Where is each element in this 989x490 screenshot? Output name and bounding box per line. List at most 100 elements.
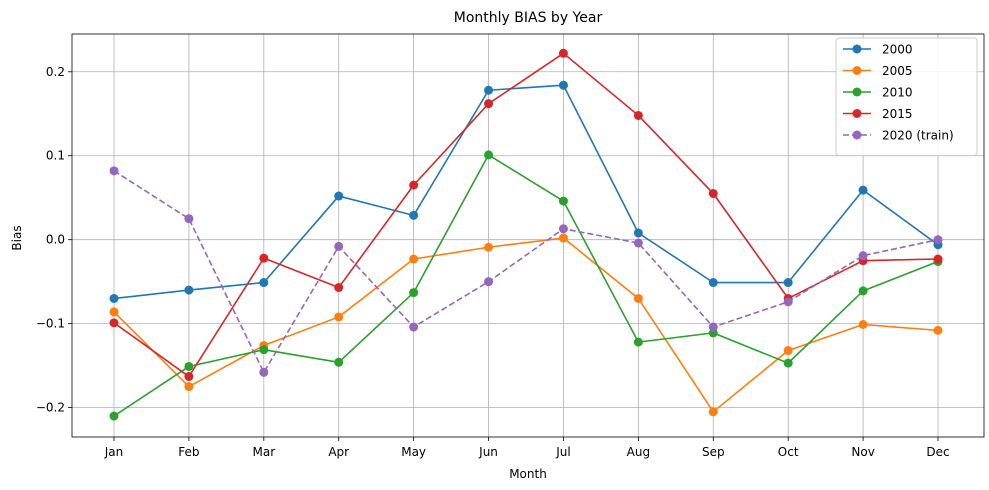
legend-label: 2020 (train) bbox=[882, 129, 954, 143]
data-point bbox=[708, 278, 718, 288]
data-point bbox=[334, 191, 344, 201]
data-point bbox=[184, 361, 194, 371]
series-2000 bbox=[109, 80, 943, 303]
grid bbox=[72, 34, 984, 437]
legend-label: 2010 bbox=[882, 86, 913, 100]
legend-label: 2005 bbox=[882, 64, 913, 78]
x-tick-label: Nov bbox=[851, 445, 874, 459]
x-tick-label: Jun bbox=[478, 445, 498, 459]
x-tick-label: Apr bbox=[328, 445, 349, 459]
legend-item: 2020 (train) bbox=[843, 129, 954, 143]
series-line bbox=[113, 84, 939, 300]
data-point bbox=[783, 346, 793, 356]
y-tick-label: −0.2 bbox=[36, 401, 65, 415]
data-point bbox=[708, 322, 718, 332]
x-axis-label: Month bbox=[509, 467, 547, 481]
data-point bbox=[708, 189, 718, 199]
data-point bbox=[633, 238, 643, 248]
chart-title: Monthly BIAS by Year bbox=[454, 10, 603, 26]
x-tick-label: Dec bbox=[926, 445, 949, 459]
data-point bbox=[484, 85, 494, 95]
data-point bbox=[259, 345, 269, 355]
legend-marker bbox=[852, 109, 862, 118]
data-point bbox=[858, 185, 868, 195]
data-point bbox=[184, 372, 194, 382]
legend-label: 2000 bbox=[882, 43, 913, 57]
legend-item: 2000 bbox=[843, 43, 913, 57]
y-tick-label: −0.1 bbox=[36, 317, 65, 331]
x-tick-label: May bbox=[401, 445, 426, 459]
data-point bbox=[558, 48, 568, 58]
data-point bbox=[409, 322, 419, 332]
data-point bbox=[783, 297, 793, 307]
data-point bbox=[259, 278, 269, 288]
data-point bbox=[783, 278, 793, 288]
data-point bbox=[484, 277, 494, 287]
series-layer bbox=[109, 48, 943, 421]
data-point bbox=[334, 241, 344, 251]
legend-box bbox=[835, 37, 978, 156]
data-point bbox=[558, 233, 568, 243]
data-point bbox=[109, 411, 119, 421]
legend-marker bbox=[852, 66, 862, 75]
x-tick-label: Sep bbox=[702, 445, 725, 459]
data-point bbox=[334, 283, 344, 293]
data-point bbox=[259, 367, 269, 377]
data-point bbox=[933, 254, 943, 264]
x-tick-label: Jul bbox=[555, 445, 570, 459]
y-tick-label: 0.2 bbox=[46, 65, 65, 79]
data-point bbox=[633, 228, 643, 238]
series-line bbox=[113, 154, 939, 417]
data-point bbox=[933, 235, 943, 245]
data-point bbox=[259, 253, 269, 263]
x-tick-label: Oct bbox=[778, 445, 799, 459]
x-tick-label: Feb bbox=[178, 445, 199, 459]
data-point bbox=[409, 180, 419, 190]
data-point bbox=[633, 293, 643, 303]
data-point bbox=[109, 166, 119, 176]
data-point bbox=[858, 319, 868, 329]
series-line bbox=[113, 52, 939, 378]
data-point bbox=[109, 318, 119, 328]
y-axis: −0.2 −0.1 0.0 0.1 0.2 bbox=[36, 65, 72, 415]
series-2015 bbox=[109, 48, 943, 382]
plot-frame bbox=[71, 33, 985, 438]
legend-marker bbox=[852, 130, 862, 140]
data-point bbox=[558, 224, 568, 234]
data-point bbox=[558, 80, 568, 90]
data-point bbox=[409, 254, 419, 264]
data-point bbox=[633, 337, 643, 347]
x-tick-label: Aug bbox=[627, 445, 650, 459]
data-point bbox=[858, 251, 868, 261]
legend: 2000 2005 2010 2015 2020 (train) bbox=[835, 37, 978, 156]
x-axis: Jan Feb Mar Apr May Jun Jul Aug Sep Oct Nov Dec bbox=[104, 437, 950, 459]
series-2020-train bbox=[109, 166, 943, 377]
data-point bbox=[484, 242, 494, 252]
data-point bbox=[109, 293, 119, 303]
data-point bbox=[109, 307, 119, 317]
series-line bbox=[113, 170, 939, 374]
legend-label: 2015 bbox=[882, 107, 913, 121]
legend-item: 2015 bbox=[843, 107, 913, 121]
legend-item: 2010 bbox=[843, 86, 913, 100]
data-point bbox=[633, 110, 643, 120]
data-point bbox=[184, 285, 194, 295]
data-point bbox=[783, 358, 793, 368]
data-point bbox=[334, 357, 344, 367]
legend-item: 2005 bbox=[843, 64, 913, 78]
legend-marker bbox=[852, 87, 862, 97]
data-point bbox=[409, 210, 419, 220]
y-tick-label: 0.0 bbox=[46, 233, 65, 247]
y-tick-label: 0.1 bbox=[46, 149, 65, 163]
data-point bbox=[933, 325, 943, 335]
data-point bbox=[484, 150, 494, 160]
data-point bbox=[484, 99, 494, 109]
data-point bbox=[184, 382, 194, 392]
x-tick-label: Mar bbox=[252, 445, 275, 459]
legend-marker bbox=[852, 44, 862, 54]
data-point bbox=[558, 196, 568, 206]
data-point bbox=[184, 214, 194, 224]
data-point bbox=[708, 407, 718, 417]
